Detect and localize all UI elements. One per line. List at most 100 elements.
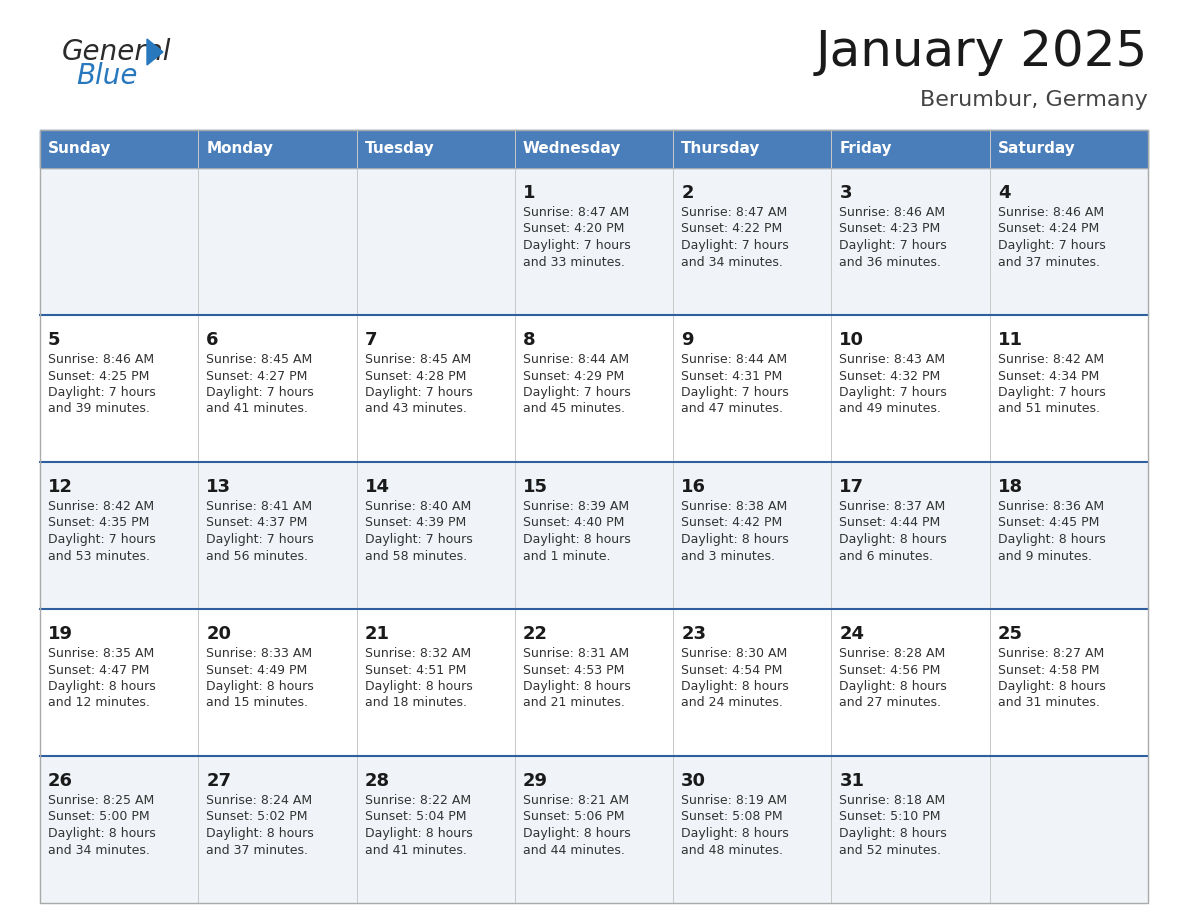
Text: and 24 minutes.: and 24 minutes. [681, 697, 783, 710]
Text: 19: 19 [48, 625, 72, 643]
Text: Sunset: 4:51 PM: Sunset: 4:51 PM [365, 664, 466, 677]
Text: 30: 30 [681, 772, 706, 790]
Text: Sunrise: 8:45 AM: Sunrise: 8:45 AM [207, 353, 312, 366]
Text: Sunset: 4:44 PM: Sunset: 4:44 PM [840, 517, 941, 530]
Bar [40, 462, 1148, 609]
Text: 26: 26 [48, 772, 72, 790]
Bar [40, 315, 1148, 462]
Text: 15: 15 [523, 478, 548, 496]
Bar [40, 130, 1148, 903]
Text: 8: 8 [523, 331, 536, 349]
Text: Daylight: 7 hours: Daylight: 7 hours [998, 386, 1106, 399]
Text: and 56 minutes.: and 56 minutes. [207, 550, 308, 563]
Text: and 48 minutes.: and 48 minutes. [681, 844, 783, 856]
Text: Daylight: 8 hours: Daylight: 8 hours [365, 827, 473, 840]
Text: Sunset: 4:27 PM: Sunset: 4:27 PM [207, 370, 308, 383]
Text: Tuesday: Tuesday [365, 141, 435, 156]
Text: Blue: Blue [76, 62, 138, 90]
Text: and 31 minutes.: and 31 minutes. [998, 697, 1100, 710]
Text: 28: 28 [365, 772, 390, 790]
Text: Sunset: 4:45 PM: Sunset: 4:45 PM [998, 517, 1099, 530]
Text: Sunset: 4:20 PM: Sunset: 4:20 PM [523, 222, 624, 236]
Text: Sunrise: 8:38 AM: Sunrise: 8:38 AM [681, 500, 788, 513]
Text: 7: 7 [365, 331, 377, 349]
Text: Sunset: 5:08 PM: Sunset: 5:08 PM [681, 811, 783, 823]
Text: Daylight: 7 hours: Daylight: 7 hours [365, 386, 473, 399]
Text: and 52 minutes.: and 52 minutes. [840, 844, 941, 856]
Text: 5: 5 [48, 331, 61, 349]
Text: 24: 24 [840, 625, 865, 643]
Text: Daylight: 8 hours: Daylight: 8 hours [523, 827, 631, 840]
Text: General: General [62, 38, 171, 66]
Text: Sunset: 4:32 PM: Sunset: 4:32 PM [840, 370, 941, 383]
Text: and 33 minutes.: and 33 minutes. [523, 255, 625, 268]
Text: Daylight: 7 hours: Daylight: 7 hours [998, 239, 1106, 252]
Text: and 15 minutes.: and 15 minutes. [207, 697, 308, 710]
Text: Daylight: 8 hours: Daylight: 8 hours [48, 680, 156, 693]
Text: Daylight: 7 hours: Daylight: 7 hours [840, 239, 947, 252]
Text: Sunrise: 8:25 AM: Sunrise: 8:25 AM [48, 794, 154, 807]
Text: and 9 minutes.: and 9 minutes. [998, 550, 1092, 563]
Text: 27: 27 [207, 772, 232, 790]
Text: and 58 minutes.: and 58 minutes. [365, 550, 467, 563]
Text: Wednesday: Wednesday [523, 141, 621, 156]
Text: 18: 18 [998, 478, 1023, 496]
Text: Sunset: 4:58 PM: Sunset: 4:58 PM [998, 664, 1099, 677]
Text: 31: 31 [840, 772, 865, 790]
Text: Sunset: 4:39 PM: Sunset: 4:39 PM [365, 517, 466, 530]
Text: Sunset: 4:49 PM: Sunset: 4:49 PM [207, 664, 308, 677]
Text: Monday: Monday [207, 141, 273, 156]
Text: 29: 29 [523, 772, 548, 790]
Text: Sunset: 4:53 PM: Sunset: 4:53 PM [523, 664, 624, 677]
Text: 3: 3 [840, 184, 852, 202]
Text: Sunset: 4:37 PM: Sunset: 4:37 PM [207, 517, 308, 530]
Text: Sunset: 4:25 PM: Sunset: 4:25 PM [48, 370, 150, 383]
Text: and 45 minutes.: and 45 minutes. [523, 402, 625, 416]
Text: Daylight: 8 hours: Daylight: 8 hours [681, 827, 789, 840]
Text: Sunrise: 8:18 AM: Sunrise: 8:18 AM [840, 794, 946, 807]
Text: and 51 minutes.: and 51 minutes. [998, 402, 1100, 416]
Text: and 37 minutes.: and 37 minutes. [998, 255, 1100, 268]
Text: Daylight: 7 hours: Daylight: 7 hours [48, 533, 156, 546]
Text: Sunrise: 8:33 AM: Sunrise: 8:33 AM [207, 647, 312, 660]
Text: Daylight: 7 hours: Daylight: 7 hours [365, 533, 473, 546]
Text: 16: 16 [681, 478, 706, 496]
Bar [40, 609, 1148, 756]
Text: Sunrise: 8:21 AM: Sunrise: 8:21 AM [523, 794, 628, 807]
Text: Sunset: 4:23 PM: Sunset: 4:23 PM [840, 222, 941, 236]
Bar [40, 168, 1148, 315]
Text: and 39 minutes.: and 39 minutes. [48, 402, 150, 416]
Text: 13: 13 [207, 478, 232, 496]
Text: and 12 minutes.: and 12 minutes. [48, 697, 150, 710]
Text: and 27 minutes.: and 27 minutes. [840, 697, 941, 710]
Text: Sunrise: 8:40 AM: Sunrise: 8:40 AM [365, 500, 470, 513]
Text: 17: 17 [840, 478, 865, 496]
Text: Sunrise: 8:30 AM: Sunrise: 8:30 AM [681, 647, 788, 660]
Text: Sunset: 4:34 PM: Sunset: 4:34 PM [998, 370, 1099, 383]
Text: Sunrise: 8:39 AM: Sunrise: 8:39 AM [523, 500, 628, 513]
Text: Sunset: 4:28 PM: Sunset: 4:28 PM [365, 370, 466, 383]
Text: 12: 12 [48, 478, 72, 496]
Text: Sunrise: 8:47 AM: Sunrise: 8:47 AM [681, 206, 788, 219]
Text: Sunrise: 8:43 AM: Sunrise: 8:43 AM [840, 353, 946, 366]
Text: Sunset: 4:40 PM: Sunset: 4:40 PM [523, 517, 624, 530]
Text: Sunset: 5:10 PM: Sunset: 5:10 PM [840, 811, 941, 823]
Text: Sunset: 4:31 PM: Sunset: 4:31 PM [681, 370, 783, 383]
Polygon shape [147, 39, 163, 65]
Text: and 37 minutes.: and 37 minutes. [207, 844, 308, 856]
Text: Daylight: 8 hours: Daylight: 8 hours [681, 680, 789, 693]
Text: Sunset: 5:06 PM: Sunset: 5:06 PM [523, 811, 625, 823]
Text: Daylight: 8 hours: Daylight: 8 hours [523, 533, 631, 546]
Text: Sunset: 5:02 PM: Sunset: 5:02 PM [207, 811, 308, 823]
Text: and 41 minutes.: and 41 minutes. [207, 402, 308, 416]
Text: and 53 minutes.: and 53 minutes. [48, 550, 150, 563]
Text: 22: 22 [523, 625, 548, 643]
Text: Daylight: 8 hours: Daylight: 8 hours [48, 827, 156, 840]
Text: Sunset: 4:35 PM: Sunset: 4:35 PM [48, 517, 150, 530]
Text: Daylight: 8 hours: Daylight: 8 hours [840, 827, 947, 840]
Text: Sunset: 4:54 PM: Sunset: 4:54 PM [681, 664, 783, 677]
Text: Sunrise: 8:22 AM: Sunrise: 8:22 AM [365, 794, 470, 807]
Text: Sunrise: 8:44 AM: Sunrise: 8:44 AM [681, 353, 788, 366]
Text: January 2025: January 2025 [816, 28, 1148, 76]
Text: Sunrise: 8:46 AM: Sunrise: 8:46 AM [840, 206, 946, 219]
